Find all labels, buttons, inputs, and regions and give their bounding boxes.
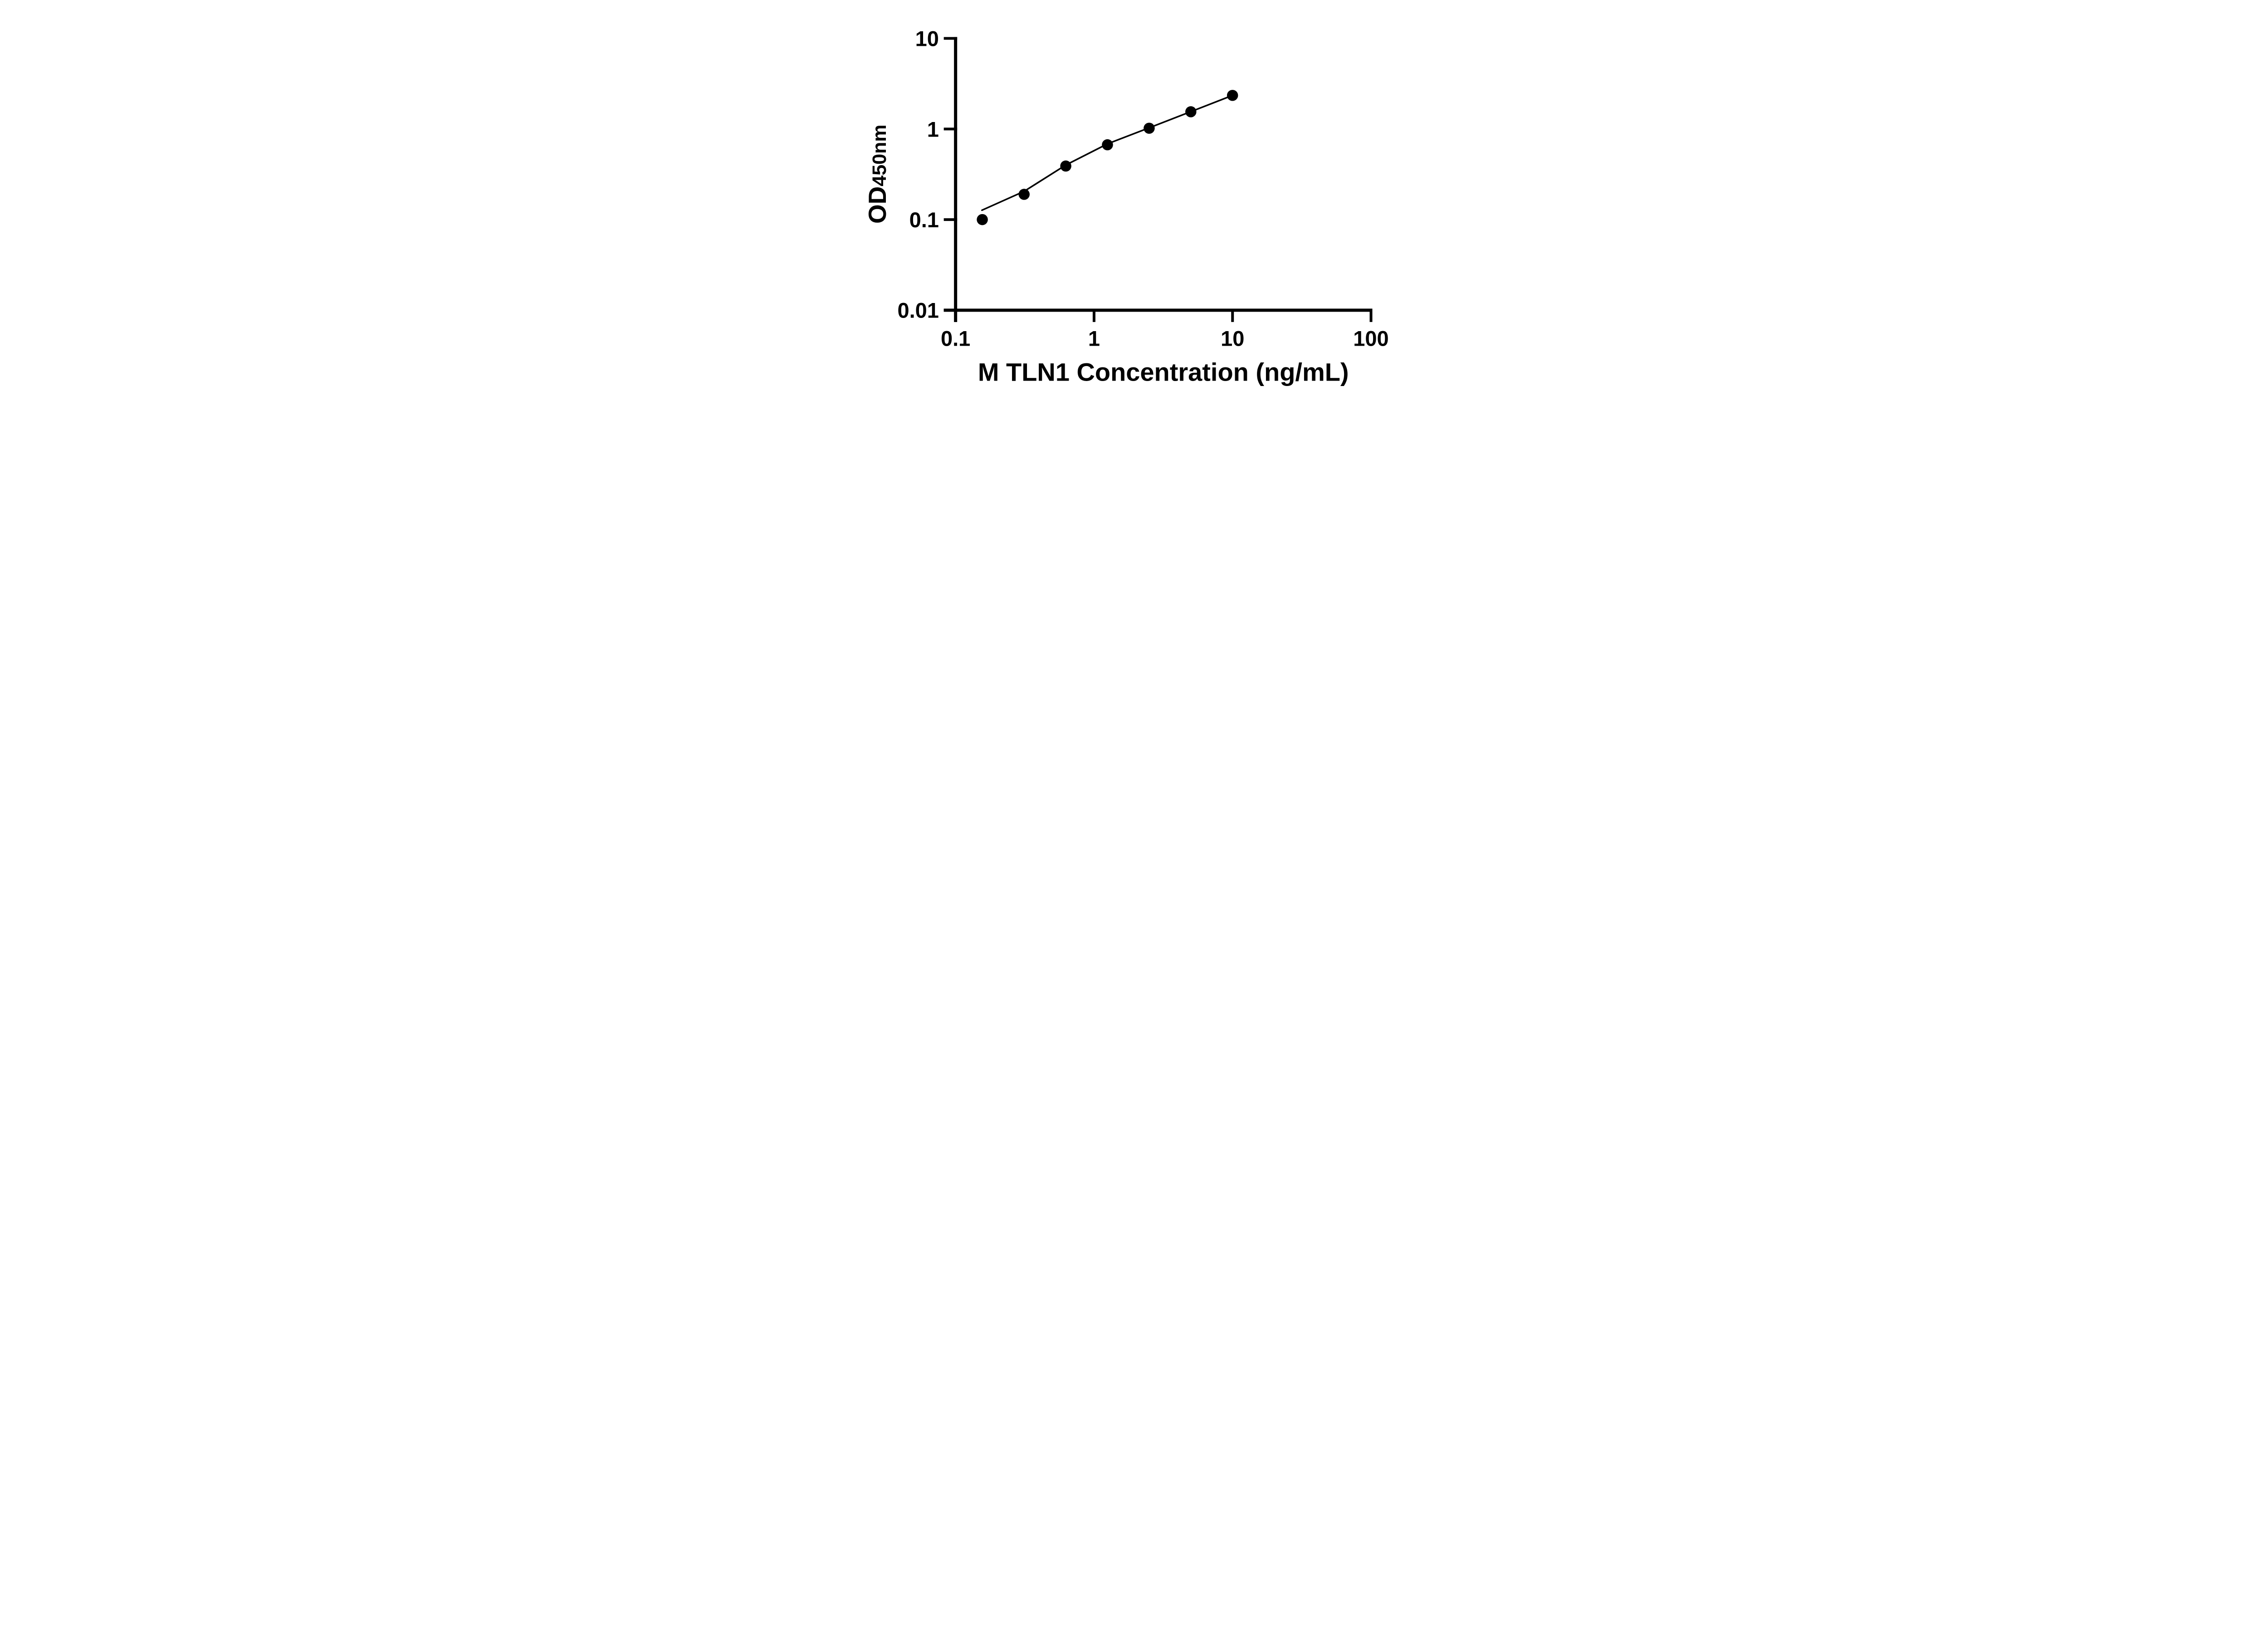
y-axis-title-main: OD: [863, 186, 891, 224]
y-tick-label-1: 1: [927, 117, 938, 141]
data-point-x-1.25: [1101, 139, 1113, 151]
data-point-x-0.156: [976, 214, 988, 225]
elisa-standard-curve-figure: 10 1 0.1 0.01 0.1 1 10 100 M TLN1 Concentration…: [843, 0, 1426, 408]
data-point-x-5: [1185, 106, 1197, 117]
x-tick-label-1: 1: [1088, 327, 1100, 351]
y-axis-title: OD450nm: [863, 125, 891, 224]
data-point-x-2.5: [1143, 122, 1155, 134]
x-tick-label-0.1: 0.1: [941, 327, 970, 351]
y-tick-label-0.01: 0.01: [897, 298, 938, 323]
y-axis-title-subscript: 450nm: [868, 125, 890, 186]
data-point-x-0.3125: [1018, 189, 1030, 200]
y-tick-label-0.1: 0.1: [909, 208, 938, 232]
x-axis-title: M TLN1 Concentration (ng/mL): [978, 358, 1349, 386]
x-tick-label-10: 10: [1221, 327, 1244, 351]
data-point-x-10: [1227, 90, 1238, 101]
y-tick-label-10: 10: [915, 27, 938, 51]
x-tick-label-100: 100: [1353, 327, 1388, 351]
data-point-x-0.625: [1060, 160, 1071, 172]
